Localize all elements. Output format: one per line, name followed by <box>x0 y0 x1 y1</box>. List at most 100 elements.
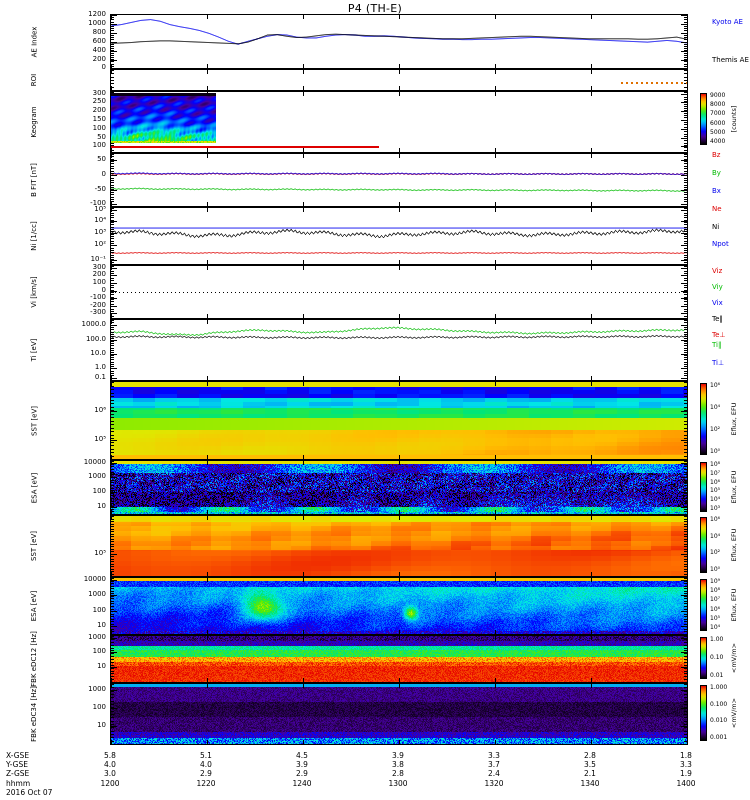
ytick-mark <box>684 101 687 102</box>
ytick-label: 10 <box>97 501 106 510</box>
ytick-mark-major <box>681 138 687 139</box>
ytick-mark <box>111 46 114 47</box>
colorbar-label: Eflux, EFU <box>730 402 738 436</box>
ytick-label: 600 <box>92 36 106 45</box>
ytick-mark <box>684 480 687 481</box>
ytick-mark <box>111 341 114 342</box>
xtick-mark <box>207 578 208 582</box>
ytick-mark <box>111 407 114 408</box>
xtick-mark <box>303 678 304 682</box>
ytick-mark <box>111 355 114 356</box>
ytick-mark <box>111 631 114 632</box>
ytick-mark-major <box>111 611 117 612</box>
xtick-mark <box>591 70 592 74</box>
xtick-mark <box>111 572 112 576</box>
keogram-baseline <box>111 146 379 148</box>
ytick-mark-major <box>111 268 117 269</box>
ytick-mark-major <box>111 477 117 478</box>
panel-fbk-edc34-spectrogram <box>111 684 687 744</box>
ytick-mark <box>111 559 114 560</box>
ytick-mark <box>684 642 687 643</box>
ytick-mark <box>684 511 687 512</box>
ytick-mark-major <box>111 275 117 276</box>
ytick-mark <box>684 182 687 183</box>
ytick-mark <box>111 375 114 376</box>
xtick-mark <box>495 510 496 514</box>
xtick-mark <box>399 154 400 158</box>
ytick-mark <box>111 194 114 195</box>
axis-coordinate-value: 3.9 <box>392 751 404 760</box>
ytick-mark <box>111 687 114 688</box>
ytick-mark <box>684 159 687 160</box>
ytick-mark <box>111 662 114 663</box>
colorbar-tick: 10⁷ <box>710 469 721 477</box>
ytick-mark <box>111 168 114 169</box>
panel-esa-electron <box>110 577 688 635</box>
ytick-mark-major <box>681 492 687 493</box>
ytick-mark <box>684 131 687 132</box>
xtick-mark <box>495 64 496 68</box>
panel-ae-index-lines <box>111 15 687 68</box>
xtick-mark <box>591 382 592 386</box>
ytick-mark <box>684 327 687 328</box>
ytick-mark-major <box>681 175 687 176</box>
ytick-mark <box>684 472 687 473</box>
ytick-mark <box>111 92 114 93</box>
ytick-label: 10⁴ <box>94 215 106 224</box>
ytick-label: 800 <box>92 27 106 36</box>
ytick-mark-major <box>681 60 687 61</box>
colorbar-tick: 10⁵ <box>710 614 721 622</box>
ytick-mark <box>111 145 114 146</box>
ytick-mark <box>111 64 114 65</box>
ytick-mark <box>111 150 114 151</box>
ytick-mark-major <box>111 325 117 326</box>
ytick-mark <box>684 574 687 575</box>
xtick-mark <box>207 636 208 640</box>
ytick-mark <box>111 571 114 572</box>
legend-label: Bx <box>712 187 721 195</box>
ytick-mark-major <box>681 378 687 379</box>
colorbar-esa-ion <box>700 462 707 512</box>
xtick-mark <box>495 636 496 640</box>
ytick-mark <box>684 285 687 286</box>
ytick-mark <box>111 480 114 481</box>
ytick-label: 10³ <box>94 227 106 236</box>
ytick-mark <box>684 238 687 239</box>
ytick-mark-major <box>111 15 117 16</box>
page-title: P4 (TH-E) <box>347 2 403 15</box>
ytick-label: 100 <box>92 605 106 614</box>
ytick-mark <box>684 403 687 404</box>
ytick-label: 10⁵ <box>94 434 106 443</box>
panel-sst-electron-plot-area <box>111 516 687 576</box>
ytick-mark-major <box>681 268 687 269</box>
xtick-mark <box>495 516 496 520</box>
ytick-label: -100 <box>90 292 106 301</box>
ytick-mark <box>684 648 687 649</box>
ytick-mark <box>684 278 687 279</box>
ytick-label: 250 <box>92 96 106 105</box>
xtick-mark <box>111 382 112 386</box>
ytick-mark <box>684 299 687 300</box>
ytick-mark <box>684 243 687 244</box>
ytick-mark <box>684 727 687 728</box>
ytick-mark <box>684 259 687 260</box>
ytick-mark <box>684 357 687 358</box>
ytick-mark <box>684 334 687 335</box>
ytick-mark <box>111 350 114 351</box>
ytick-mark-major <box>111 463 117 464</box>
ytick-mark <box>684 495 687 496</box>
ytick-mark <box>684 609 687 610</box>
colorbar-sst-electron <box>700 517 707 573</box>
ytick-mark <box>684 287 687 288</box>
ytick-mark <box>111 704 114 705</box>
ytick-mark <box>684 304 687 305</box>
ytick-mark <box>111 737 114 738</box>
ytick-mark <box>684 355 687 356</box>
ytick-mark <box>111 53 114 54</box>
ytick-mark <box>684 603 687 604</box>
ytick-label: 300 <box>92 262 106 271</box>
panel-keogram-plot-area <box>111 92 687 152</box>
ytick-label: 1.0 <box>94 362 106 371</box>
ytick-mark <box>111 711 114 712</box>
ytick-mark <box>684 316 687 317</box>
